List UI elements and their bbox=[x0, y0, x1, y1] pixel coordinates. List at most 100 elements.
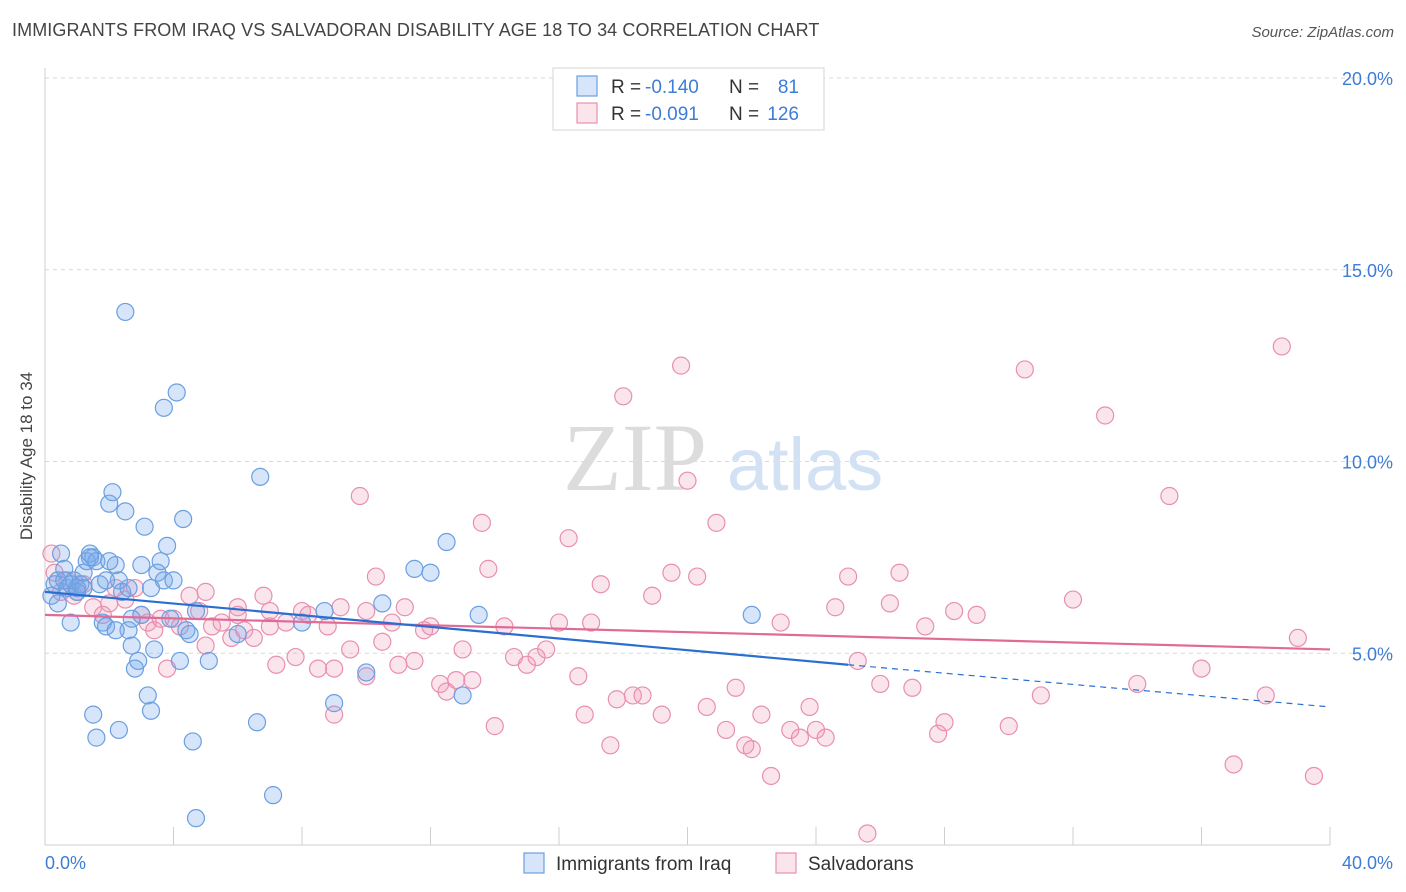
salvadorans-point bbox=[93, 605, 112, 625]
iraq-point bbox=[80, 548, 100, 567]
salvadorans-point bbox=[697, 697, 716, 717]
iraq-point bbox=[138, 686, 157, 705]
salvadorans-point bbox=[569, 667, 588, 686]
iraq-point bbox=[132, 555, 151, 575]
salvadorans-point bbox=[357, 667, 376, 686]
iraq-point bbox=[151, 552, 170, 571]
salvadorans-point bbox=[858, 824, 877, 843]
iraq-point bbox=[135, 517, 154, 536]
salvadorans-trend-line bbox=[44, 613, 1331, 651]
salvadorans-point bbox=[517, 655, 536, 674]
salvadorans-point bbox=[781, 720, 800, 740]
salvadorans-point bbox=[453, 640, 472, 659]
salvadorans-point bbox=[405, 651, 424, 671]
salvadorans-point bbox=[826, 598, 845, 617]
salvadorans-point bbox=[903, 678, 922, 697]
salvadorans-point bbox=[752, 705, 771, 724]
legend-r-label: R = bbox=[611, 77, 641, 98]
salvadorans-point bbox=[1031, 686, 1050, 705]
iraq-point bbox=[183, 732, 202, 751]
salvadorans-point bbox=[839, 567, 858, 586]
salvadorans-point bbox=[145, 621, 164, 640]
iraq-point bbox=[325, 694, 344, 713]
iraq-point bbox=[180, 624, 199, 644]
salvadorans-point bbox=[1063, 590, 1083, 609]
salvadorans-point bbox=[244, 628, 263, 648]
bottom-legend: Immigrants from Iraq Salvadorans bbox=[523, 852, 914, 875]
iraq-point bbox=[100, 552, 119, 571]
iraq-point bbox=[263, 786, 283, 805]
salvadorans-point bbox=[202, 617, 222, 636]
y-tick-label: 10.0% bbox=[1342, 453, 1393, 473]
iraq-point bbox=[119, 621, 138, 640]
salvadorans-point bbox=[601, 736, 620, 755]
series-iraq-points bbox=[42, 302, 761, 828]
iraq-point bbox=[154, 398, 173, 417]
salvadorans-point bbox=[212, 613, 231, 632]
salvadorans-point bbox=[479, 559, 498, 578]
iraq-point bbox=[315, 601, 334, 621]
legend-r-value: -0.140 bbox=[645, 77, 699, 98]
watermark-atlas: atlas bbox=[727, 423, 883, 506]
iraq-point bbox=[116, 302, 135, 322]
salvadorans-point bbox=[623, 686, 642, 705]
salvadorans-point bbox=[591, 575, 610, 594]
salvadorans-point bbox=[614, 387, 633, 406]
iraq-point bbox=[74, 578, 93, 598]
bottom-legend-label: Salvadorans bbox=[808, 854, 914, 875]
iraq-point bbox=[109, 720, 128, 740]
salvadorans-point bbox=[935, 713, 954, 732]
salvadorans-point bbox=[643, 586, 662, 605]
iraq-point bbox=[106, 621, 125, 640]
iraq-point bbox=[186, 809, 206, 828]
legend-swatch bbox=[576, 102, 598, 124]
iraq-trend-line bbox=[44, 590, 849, 666]
salvadorans-point bbox=[1128, 674, 1147, 694]
salvadorans-point bbox=[662, 563, 681, 582]
salvadorans-point bbox=[761, 766, 781, 786]
legend-r-label: R = bbox=[611, 104, 641, 125]
iraq-point bbox=[132, 605, 151, 625]
salvadorans-point bbox=[1272, 337, 1291, 356]
salvadorans-point bbox=[945, 601, 964, 621]
salvadorans-point bbox=[652, 705, 671, 724]
salvadorans-point bbox=[688, 567, 707, 586]
iraq-point bbox=[68, 578, 87, 598]
iraq-point bbox=[174, 509, 193, 529]
iraq-point bbox=[357, 663, 376, 682]
salvadorans-point bbox=[916, 617, 935, 636]
salvadorans-point bbox=[726, 678, 745, 697]
iraq-point bbox=[96, 617, 116, 636]
salvadorans-point bbox=[463, 670, 482, 690]
iraq-point bbox=[119, 578, 138, 598]
salvadorans-point bbox=[707, 513, 726, 532]
iraq-point bbox=[122, 609, 141, 628]
y-tick-label: 20.0% bbox=[1342, 69, 1393, 89]
iraq-point bbox=[51, 544, 71, 563]
salvadorans-point bbox=[1224, 755, 1243, 774]
salvadorans-point bbox=[871, 674, 890, 694]
iraq-point bbox=[437, 532, 456, 552]
iraq-point bbox=[373, 594, 392, 613]
salvadorans-point bbox=[196, 636, 215, 655]
x-tick-label: 0.0% bbox=[45, 853, 86, 873]
legend-n-value: 81 bbox=[778, 77, 799, 98]
bottom-legend-label: Immigrants from Iraq bbox=[556, 854, 731, 875]
iraq-point bbox=[103, 483, 122, 502]
salvadorans-point bbox=[373, 632, 392, 651]
salvadorans-point bbox=[447, 670, 466, 690]
salvadorans-point bbox=[308, 659, 328, 678]
salvadorans-point bbox=[928, 724, 948, 743]
trend-lines bbox=[44, 590, 1331, 708]
iraq-point bbox=[84, 705, 103, 724]
y-tick-label: 15.0% bbox=[1342, 261, 1393, 281]
salvadorans-point bbox=[1288, 628, 1307, 648]
iraq-point bbox=[170, 651, 190, 671]
iraq-trend-extension bbox=[848, 664, 1331, 708]
iraq-point bbox=[469, 605, 488, 625]
iraq-point bbox=[247, 713, 267, 732]
salvadorans-point bbox=[527, 647, 546, 667]
iraq-point bbox=[421, 563, 440, 582]
iraq-point bbox=[100, 494, 119, 513]
salvadorans-point bbox=[325, 659, 344, 678]
